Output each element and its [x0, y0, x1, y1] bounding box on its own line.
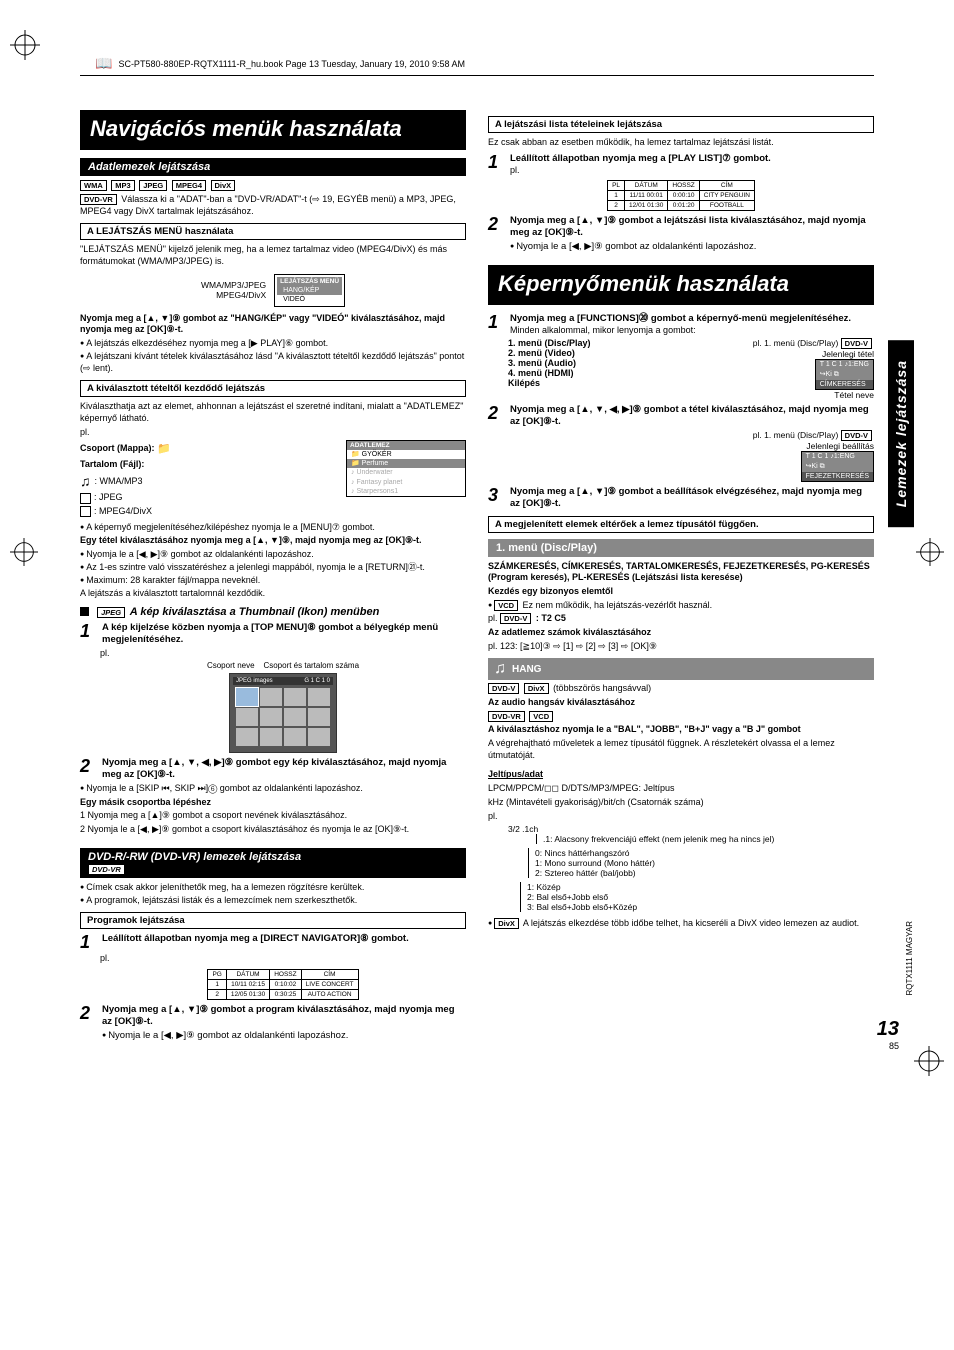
heading-nav-menus: Navigációs menük használata — [80, 110, 466, 150]
heading-playlist-items: A lejátszási lista tételeinek lejátszása — [488, 116, 874, 133]
bullet-max28: Maximum: 28 karakter fájl/mappa neveknél… — [80, 575, 466, 587]
caps-search-types: SZÁMKERESÉS, CÍMKERESÉS, TARTALOMKERESÉS… — [488, 561, 874, 584]
type-wma: ♫: WMA/MP3 — [80, 472, 326, 490]
osd-box-2: T 1 C 1 ♪1:ENG ↪Ki ⧉ FEJEZETKERESÉS — [801, 451, 874, 482]
badge-row-formats: WMA MP3 JPEG MPEG4 DivX — [80, 180, 466, 191]
program-table: PG DÁTUM HOSSZ CÍM 1 10/11 02:15 0:10:02… — [207, 969, 358, 1000]
bullet-page-lr: Nyomja le a [◀, ▶]⑨ gombot az oldalankén… — [80, 549, 466, 561]
badge-dvd-vr: DVD-VR — [80, 194, 117, 205]
hang-line1: DVD-V DivX (többszörös hangsávval) — [488, 683, 874, 695]
badge-mp3: MP3 — [111, 180, 134, 191]
hang-line4: A kiválasztáshoz nyomja le a "BAL", "JOB… — [488, 724, 874, 736]
type-jpeg: : JPEG — [80, 492, 326, 504]
thumbnail-grid: JPEG images G 1 C 1 0 — [229, 673, 337, 753]
text-play-menu-desc: "LEJÁTSZÁS MENÜ" kijelző jelenik meg, ha… — [80, 244, 466, 267]
badge-divx: DivX — [211, 180, 236, 191]
step-2-thumbnail: 2 Nyomja meg a [▲, ▼, ◀, ▶]⑨ gombot egy … — [80, 757, 466, 781]
label-tartalom: Tartalom (Fájl): — [80, 459, 326, 471]
thumbnail-example: pl. Csoport neve Csoport és tartalom szá… — [100, 648, 466, 754]
playlist-table: PL DÁTUM HOSSZ CÍM 1 11/11 00:01 0:00:10… — [607, 180, 755, 211]
ordered-1: 1 Nyomja meg a [▲]⑨ gombot a csoport nev… — [80, 810, 466, 822]
step-num-1: 1 — [80, 622, 96, 640]
note-icon: ♫ — [80, 473, 91, 489]
hang-line2: Az audio hangsáv kiválasztásához — [488, 697, 874, 709]
heading-data-disc-playback: Adatlemezek lejátszása — [80, 158, 466, 176]
step-1-playlist: 1 Leállított állapotban nyomja meg a [PL… — [488, 153, 874, 176]
step-2-playlist: 2 Nyomja meg a [▲, ▼]⑨ gombot a lejátszá… — [488, 215, 874, 255]
text-example-t2c5: pl. DVD-V : T2 C5 — [488, 613, 874, 625]
jpeg-icon — [80, 493, 91, 504]
bullet-not-editable: A programok, lejátszási listák és a leme… — [80, 895, 466, 907]
music-note-icon: ♫ — [494, 660, 506, 678]
badge-jpeg: JPEG — [139, 180, 167, 191]
left-column: Navigációs menük használata Adatlemezek … — [80, 110, 466, 1046]
heading-dvdr-rw: DVD-R/-RW (DVD-VR) lemezek lejátszása DV… — [80, 848, 466, 878]
heading-other-group: Egy másik csoportba lépéshez — [80, 797, 466, 809]
bullet-see-below: A lejátszani kívánt tételek kiválasztásá… — [80, 351, 466, 374]
step-3-settings: 3 Nyomja meg a [▲, ▼]⑨ gombot a beállítá… — [488, 486, 874, 510]
step-1-thumbnail: 1 A kép kijelzése közben nyomja a [TOP M… — [80, 622, 466, 646]
heading-programok: Programok lejátszása — [80, 912, 466, 929]
text-select-item: Egy tétel kiválasztásához nyomja meg a [… — [80, 535, 466, 547]
text-playback-starts: A lejátszás a kiválasztott tartalomnál k… — [80, 588, 466, 600]
ordered-2: 2 Nyomja le a [◀, ▶]⑨ gombot a csoport k… — [80, 824, 466, 836]
bullet-menu-toggle: A képernyő megjelenítéséhez/kilépéshez n… — [80, 522, 466, 534]
step-2-program-select: 2 Nyomja meg a [▲, ▼]⑨ gombot a program … — [80, 1004, 466, 1044]
mpeg4-icon — [80, 506, 91, 517]
heading-hang: ♫ HANG — [488, 658, 874, 680]
right-column: A lejátszási lista tételeinek lejátszása… — [488, 110, 874, 1046]
heading-screen-menus: Képernyőmenük használata — [488, 265, 874, 305]
bullet-skip-page: Nyomja le a [SKIP ⏮, SKIP ⏭]⑥ gombot az … — [80, 783, 466, 795]
step-2-select-item: 2 Nyomja meg a [▲, ▼, ◀, ▶]⑨ gombot a té… — [488, 404, 874, 428]
bullet-divx-delay: DivX A lejátszás elkezdése több időbe te… — [488, 918, 874, 930]
text-select-start: Kiválaszthatja azt az elemet, ahhonnan a… — [80, 401, 466, 424]
text-example-123: pl. 123: [≧10]③ ⇨ [1] ⇨ [2] ⇨ [3] ⇨ [OK]… — [488, 641, 874, 653]
text-select-adat: DVD-VR Válassza ki a "ADAT"-ban a "DVD-V… — [80, 194, 466, 217]
label-csoport: Csoport (Mappa): 📁 — [80, 442, 326, 456]
text-press-updown: Nyomja meg a [▲, ▼]⑨ gombot az "HANG/KÉP… — [80, 313, 466, 336]
jel-p2: kHz (Mintavételi gyakoriság)/bit/ch (Csa… — [488, 797, 874, 809]
heading-start-from-selected: A kiválasztott tételtől kezdődő lejátszá… — [80, 380, 466, 397]
step-1-directnav: 1 Leállított állapotban nyomja meg a [DI… — [80, 933, 466, 951]
heading-jeltipus: Jeltípus/adat — [488, 769, 874, 781]
jel-p1: LPCM/PPCM/◻◻ D/DTS/MP3/MPEG: Jeltípus — [488, 783, 874, 795]
osd-box-1: T 1 C 1 ♪1:ENG ↪Ki ⧉ CÍMKERESÉS — [815, 359, 874, 390]
hang-line3: DVD-VR VCD — [488, 711, 874, 723]
heading-menu1: 1. menü (Disc/Play) — [488, 539, 874, 557]
heading-items-differ: A megjelenített elemek eltérőek a lemez … — [488, 516, 874, 533]
folder-icon: 📁 — [157, 443, 171, 455]
play-menu-box: LEJÁTSZÁS MENÜ HANG/KÉP VIDEÓ — [274, 274, 345, 307]
bullet-vcd-note: VCD Ez nem működik, ha lejátszás-vezérlő… — [488, 600, 874, 612]
text-start-from: Kezdés egy bizonyos elemtől — [488, 586, 874, 598]
bullet-titles-only: Címek csak akkor jeleníthetők meg, ha a … — [80, 882, 466, 894]
hang-line5: A végrehajtható műveletek a lemez típusá… — [488, 738, 874, 761]
text-playlist-works: Ez csak abban az esetben működik, ha lem… — [488, 137, 874, 149]
square-icon — [80, 607, 89, 616]
menu-list: 1. menü (Disc/Play) 2. menü (Video) 3. m… — [508, 338, 743, 400]
type-mpeg4: : MPEG4/DivX — [80, 506, 326, 518]
text-pl1: pl. — [80, 427, 466, 439]
jel-head: 3/2 .1ch — [508, 824, 874, 834]
step-1-functions: 1 Nyomja meg a [FUNCTIONS]⑳ gombot a kép… — [488, 313, 874, 336]
badge-mpeg4: MPEG4 — [172, 180, 206, 191]
bullet-return: Az 1-es szintre való visszatéréshez a je… — [80, 562, 466, 574]
heading-play-menu-usage: A LEJÁTSZÁS MENÜ használata — [80, 223, 466, 240]
badge-wma: WMA — [80, 180, 107, 191]
bullet-press-play: A lejátszás elkezdéséhez nyomja meg a [▶… — [80, 338, 466, 350]
adatlemez-box: ADATLEMEZ 📁 GYÖKÉR 📁 Perfume ♪ Underwate… — [346, 440, 466, 496]
jel-pl: pl. — [488, 811, 874, 823]
diagram-play-menu: WMA/MP3/JPEG MPEG4/DivX LEJÁTSZÁS MENÜ H… — [80, 274, 466, 307]
heading-thumbnail: JPEG A kép kiválasztása a Thumbnail (Iko… — [80, 606, 466, 618]
text-datadisc-numbers: Az adatlemez számok kiválasztásához — [488, 627, 874, 639]
step-num-2: 2 — [80, 757, 96, 775]
